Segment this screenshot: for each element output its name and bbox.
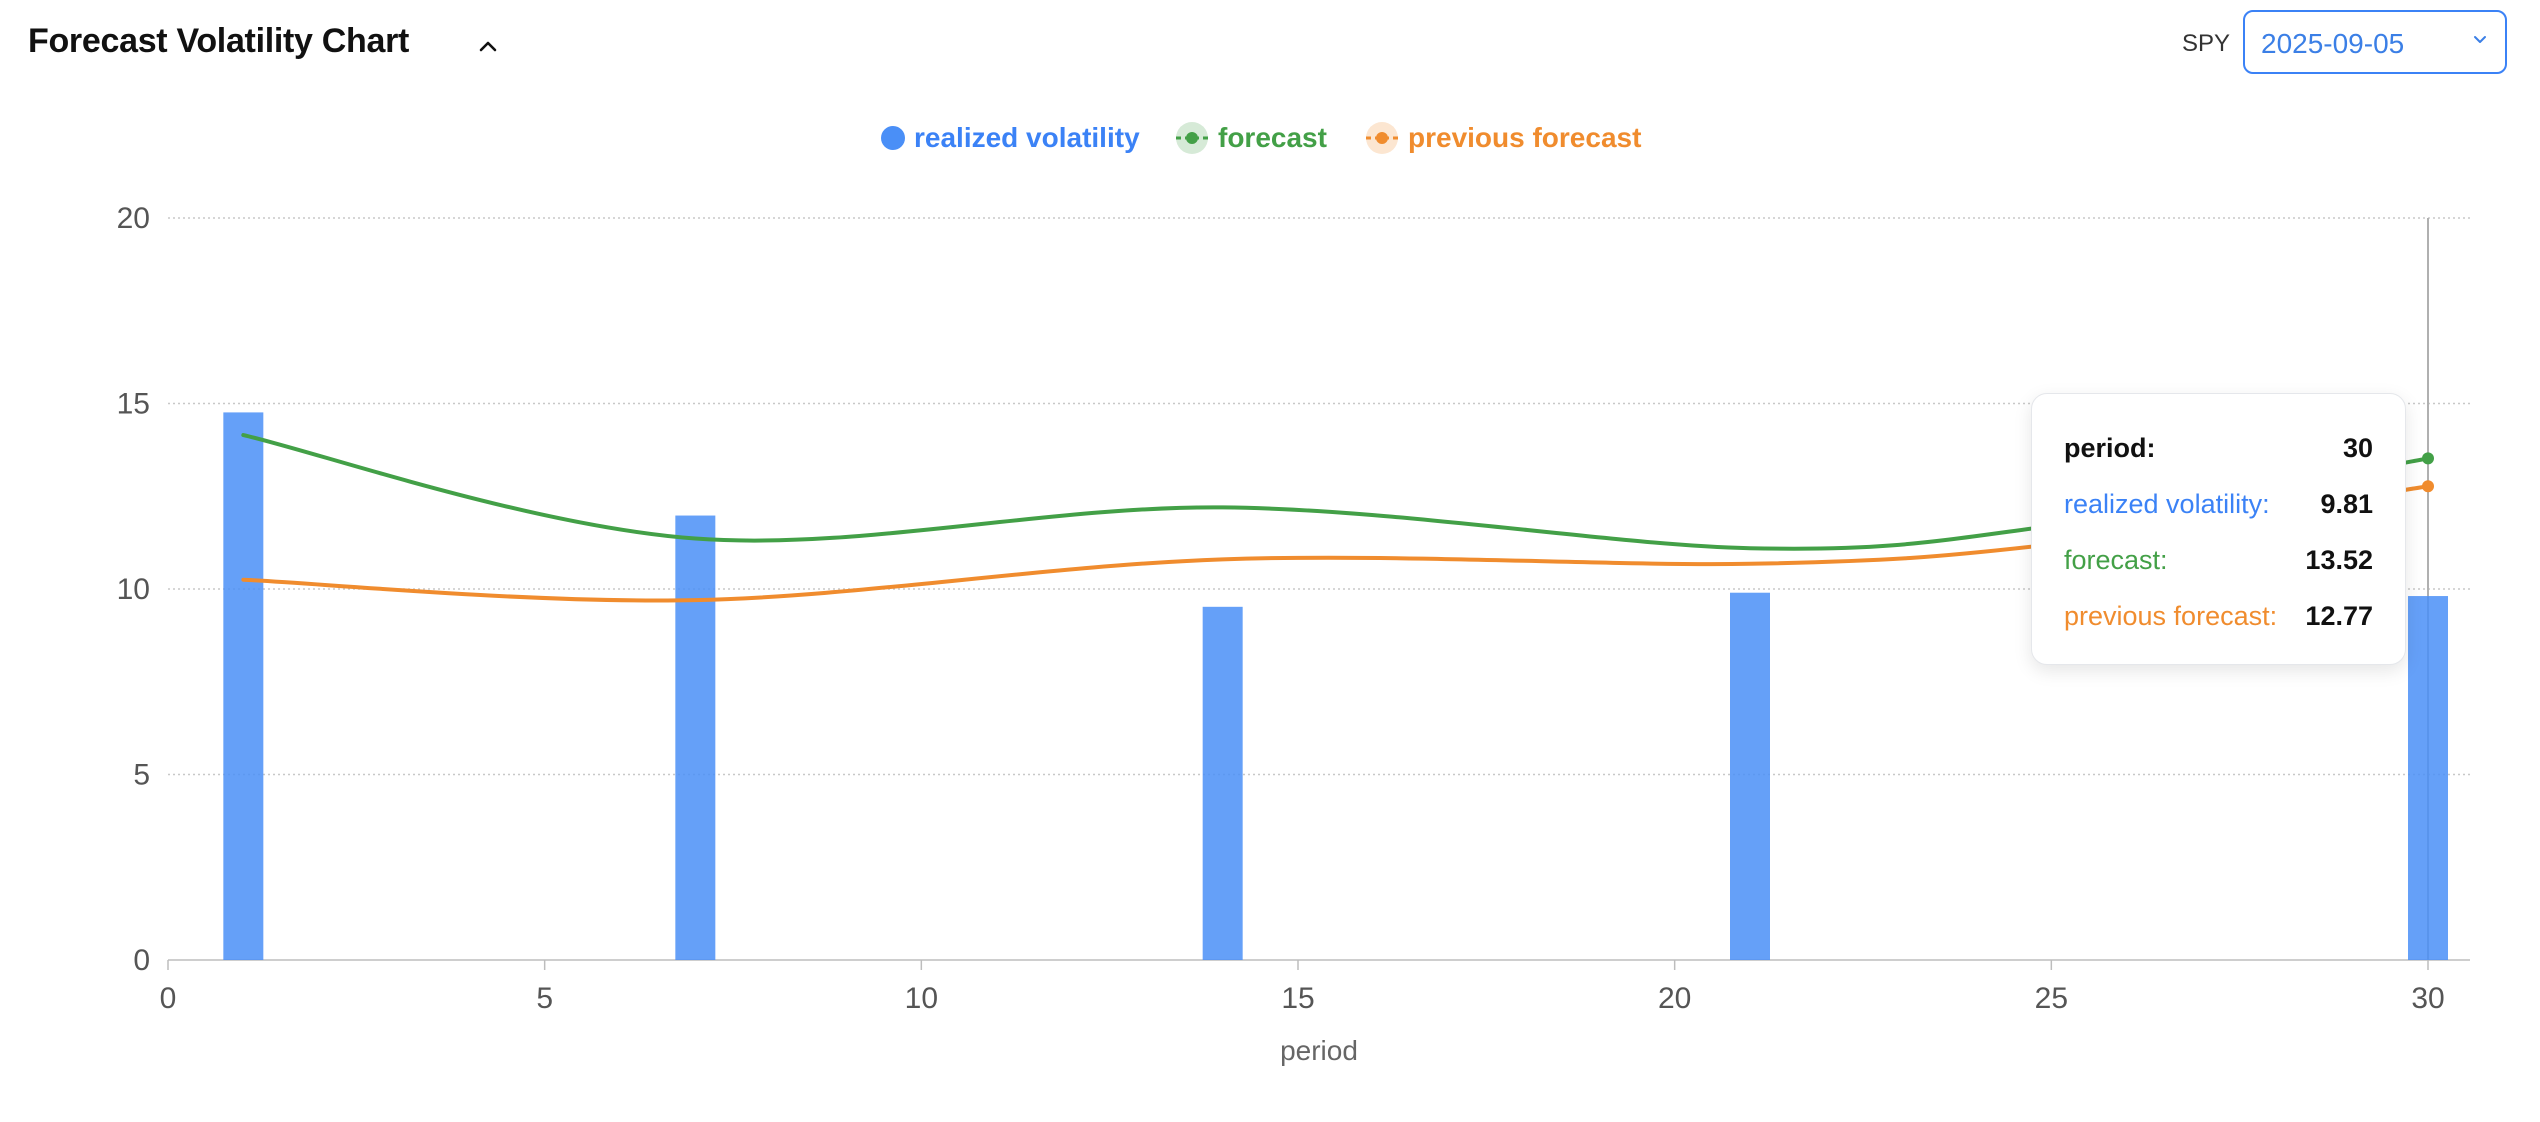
tooltip-forecast-label: forecast: (2064, 545, 2168, 575)
ticker-label: SPY (2182, 30, 2231, 57)
chart-header: Forecast Volatility Chart SPY 2025-09-05 (0, 0, 2540, 90)
tooltip-row-previous: previous forecast: 12.77 (2064, 596, 2373, 636)
x-tick-label-30: 30 (2411, 982, 2444, 1015)
y-tick-label-20: 20 (117, 202, 150, 235)
x-tick-label-0: 0 (160, 982, 177, 1015)
bar-period-14 (1202, 606, 1243, 960)
legend-item-previous-forecast[interactable]: previous forecast (1364, 118, 1641, 158)
tooltip-row-realized: realized volatility: 9.81 (2064, 484, 2373, 524)
bar-period-30 (2408, 596, 2448, 960)
tooltip-previous-label: previous forecast: (2064, 601, 2278, 631)
date-select-value: 2025-09-05 (2261, 28, 2405, 59)
x-tick-label-20: 20 (1658, 982, 1691, 1015)
tooltip-realized-label: realized volatility: (2064, 489, 2270, 519)
x-tick-label-5: 5 (536, 982, 553, 1015)
legend-label-previous: previous forecast (1408, 122, 1642, 153)
tooltip-previous-value: 12.77 (2305, 601, 2373, 631)
tooltip-realized-value: 9.81 (2320, 489, 2373, 519)
legend-item-forecast[interactable]: forecast (1174, 118, 1327, 158)
bar-period-1 (223, 412, 264, 960)
tooltip-row-period: period: 30 (2064, 428, 2373, 468)
page-title: Forecast Volatility Chart (28, 22, 410, 60)
chart-tooltip: period: 30 realized volatility: 9.81 for… (2031, 393, 2406, 665)
bar-period-21 (1730, 592, 1770, 960)
y-tick-label-5: 5 (133, 759, 150, 792)
tooltip-period-value: 30 (2342, 433, 2373, 463)
point-forecast-30 (2422, 452, 2434, 465)
tooltip-row-forecast: forecast: 13.52 (2064, 540, 2373, 580)
x-tick-label-10: 10 (905, 982, 938, 1015)
x-tick-label-15: 15 (1281, 982, 1314, 1015)
date-select[interactable]: 2025-09-05 (2243, 10, 2507, 74)
y-tick-label-10: 10 (117, 573, 150, 606)
legend-item-realized-volatility[interactable]: realized volatility (880, 118, 1140, 158)
chevron-down-icon (2474, 36, 2486, 43)
legend-label-realized: realized volatility (914, 122, 1140, 153)
y-tick-label-15: 15 (117, 388, 150, 421)
legend-marker-previous-icon (1366, 122, 1398, 154)
chart-legend: realized volatility forecast previous fo… (0, 118, 2540, 158)
x-axis-label: period (1280, 1035, 1358, 1066)
collapse-button[interactable] (470, 28, 506, 64)
y-tick-label-0: 0 (133, 944, 150, 977)
legend-marker-forecast-icon (1176, 122, 1208, 154)
legend-label-forecast: forecast (1218, 122, 1327, 153)
x-tick-label-25: 25 (2035, 982, 2068, 1015)
chevron-up-icon (479, 41, 497, 52)
point-previous-forecast-30 (2422, 480, 2434, 493)
tooltip-forecast-value: 13.52 (2305, 545, 2373, 575)
legend-marker-realized-icon (881, 126, 905, 150)
bar-period-7 (675, 515, 716, 960)
tooltip-period-label: period: (2064, 433, 2156, 463)
